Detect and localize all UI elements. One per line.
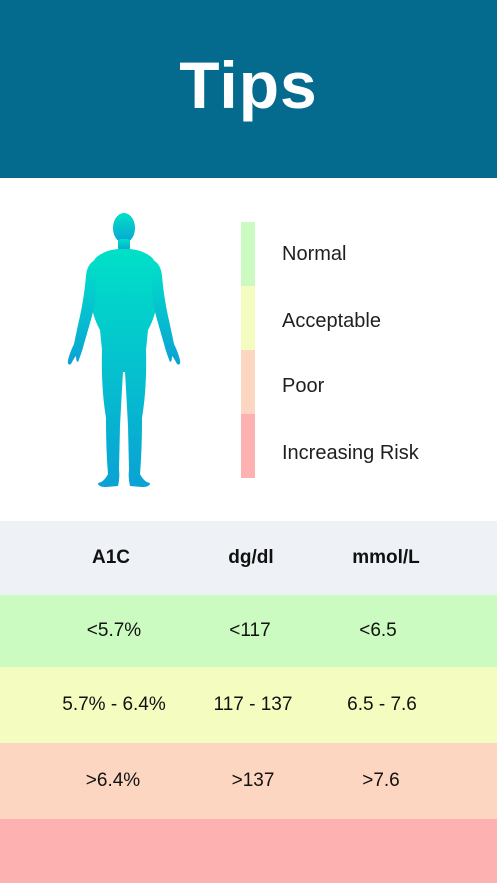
table-row-poor: >6.4% >137 >7.6 (0, 743, 497, 819)
table-cell: <5.7% (86, 620, 142, 641)
human-body-icon (67, 213, 181, 487)
table-cell: <6.5 (359, 620, 397, 641)
table-header-row: A1C dg/dl mmol/L (0, 521, 497, 595)
table-row-normal: <5.7% <117 <6.5 (0, 595, 497, 667)
table-cell: 6.5 - 7.6 (347, 694, 417, 715)
header-bar: Tips (0, 0, 497, 178)
legend-swatch-normal (241, 222, 255, 286)
legend-swatch-increasing-risk (241, 414, 255, 478)
table-cell: 117 - 137 (213, 694, 293, 715)
table-row-acceptable: 5.7% - 6.4% 117 - 137 6.5 - 7.6 (0, 667, 497, 743)
legend-label-increasing-risk: Increasing Risk (282, 442, 419, 464)
table-cell: >7.6 (362, 770, 400, 791)
column-header-dgdl: dg/dl (228, 547, 274, 568)
legend-swatch-poor (241, 350, 255, 414)
page-title: Tips (179, 48, 318, 122)
column-header-mmol: mmol/L (352, 547, 420, 568)
table-cell: 5.7% - 6.4% (62, 694, 166, 715)
legend-label-poor: Poor (282, 375, 325, 397)
column-header-a1c: A1C (91, 547, 131, 568)
table-cell: >6.4% (85, 770, 141, 791)
hero-section: Normal Acceptable Poor Increasing Risk (0, 178, 497, 521)
table-row-increasing-risk (0, 819, 497, 883)
legend-swatch-acceptable (241, 286, 255, 350)
table-cell: <117 (229, 620, 271, 641)
table-cell: >137 (231, 770, 275, 791)
legend-label-acceptable: Acceptable (282, 310, 381, 332)
legend-label-normal: Normal (282, 243, 347, 265)
